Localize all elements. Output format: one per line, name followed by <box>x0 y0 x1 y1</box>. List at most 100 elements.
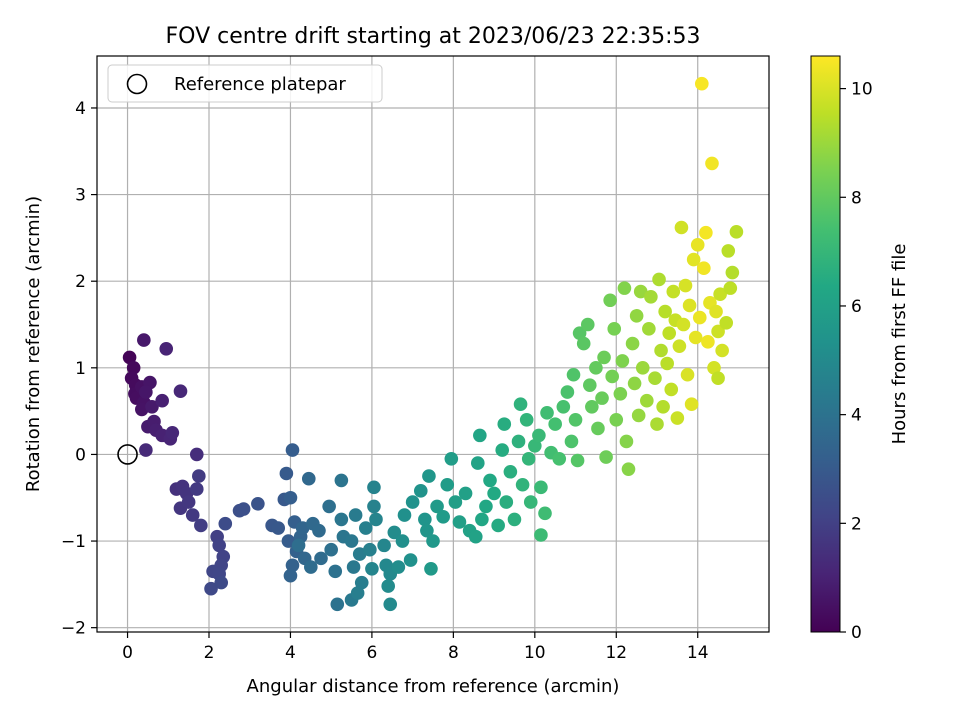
y-tick-label: 1 <box>75 359 86 379</box>
data-point <box>721 244 736 258</box>
data-point <box>523 495 538 509</box>
data-point <box>684 397 699 411</box>
data-point <box>576 336 591 351</box>
data-point <box>599 450 613 464</box>
data-point <box>711 371 725 386</box>
colorbar: 0 2 4 6 8 10 Hours from first FF file <box>810 55 910 643</box>
data-point <box>448 495 463 509</box>
data-point <box>656 399 670 414</box>
data-point <box>301 471 316 486</box>
chart-title: FOV centre drift starting at 2023/06/23 … <box>166 24 701 49</box>
data-point <box>709 304 723 319</box>
legend: Reference platepar <box>107 64 383 103</box>
data-point <box>348 508 363 522</box>
colorbar-gradient <box>811 56 840 632</box>
data-point <box>139 443 153 457</box>
data-point <box>583 378 597 392</box>
data-point <box>413 484 428 498</box>
data-point <box>354 575 369 590</box>
data-point <box>507 512 522 527</box>
data-point <box>560 385 575 399</box>
data-point <box>346 560 361 574</box>
data-point <box>580 317 595 332</box>
x-tick-label: 12 <box>605 643 627 663</box>
colorbar-tick-label: 8 <box>851 188 862 208</box>
data-point <box>564 434 579 449</box>
data-point <box>503 464 518 479</box>
data-point <box>387 525 402 540</box>
data-point <box>314 551 328 566</box>
data-point <box>521 451 536 466</box>
data-point <box>283 568 298 583</box>
data-point <box>291 538 306 553</box>
data-point <box>682 298 697 313</box>
data-point <box>192 469 206 483</box>
y-tick-label: −1 <box>61 532 86 552</box>
data-point <box>405 495 420 509</box>
data-point <box>365 561 379 576</box>
data-point <box>312 523 326 538</box>
data-point <box>595 391 609 405</box>
colorbar-tick-label: 6 <box>851 297 862 317</box>
data-point <box>528 438 542 453</box>
data-point <box>251 497 265 511</box>
data-point <box>658 304 672 319</box>
data-point <box>369 512 383 527</box>
data-point <box>440 477 455 492</box>
data-point <box>159 341 174 356</box>
data-point <box>352 547 367 561</box>
data-point <box>452 515 467 529</box>
data-point <box>660 356 674 371</box>
data-point <box>725 265 740 280</box>
data-point <box>473 428 487 443</box>
data-point <box>363 542 377 557</box>
data-point <box>713 287 727 301</box>
data-point <box>304 560 318 574</box>
data-point <box>418 512 432 527</box>
data-point <box>705 156 719 171</box>
data-point <box>552 451 567 466</box>
x-tick-label: 4 <box>285 643 296 663</box>
data-point <box>635 361 650 375</box>
x-tick-label: 2 <box>204 643 215 663</box>
y-tick-label: 2 <box>75 272 86 292</box>
data-point <box>540 406 554 420</box>
data-points <box>122 76 744 612</box>
data-point <box>666 284 681 299</box>
x-tick-label: 0 <box>122 643 133 663</box>
data-point <box>719 315 734 330</box>
data-point <box>664 382 679 397</box>
data-point <box>674 220 689 235</box>
reference-platepar-marker <box>117 444 138 465</box>
colorbar-ticks: 0 2 4 6 8 10 <box>840 80 873 643</box>
data-point <box>644 289 658 304</box>
data-point <box>403 553 418 567</box>
data-point <box>538 506 552 521</box>
data-point <box>534 480 548 495</box>
data-point <box>344 534 359 548</box>
data-point <box>189 482 204 496</box>
data-point <box>430 499 444 514</box>
data-point <box>334 473 349 488</box>
data-point <box>723 281 738 295</box>
colorbar-tick-label: 0 <box>851 623 862 643</box>
data-point <box>711 324 725 339</box>
data-point <box>609 412 624 427</box>
data-point <box>381 579 396 593</box>
data-point <box>686 252 701 267</box>
data-point <box>570 453 585 468</box>
data-point <box>607 322 622 336</box>
x-tick-label: 14 <box>687 643 709 663</box>
data-point <box>295 521 310 535</box>
data-point <box>236 502 251 516</box>
data-point <box>285 443 300 457</box>
data-point <box>145 399 159 414</box>
data-point <box>491 518 505 533</box>
data-point <box>695 76 709 91</box>
data-point <box>397 508 412 522</box>
data-point <box>729 225 744 239</box>
data-point <box>566 367 581 382</box>
x-tick-label: 6 <box>366 643 377 663</box>
data-point <box>367 499 381 514</box>
